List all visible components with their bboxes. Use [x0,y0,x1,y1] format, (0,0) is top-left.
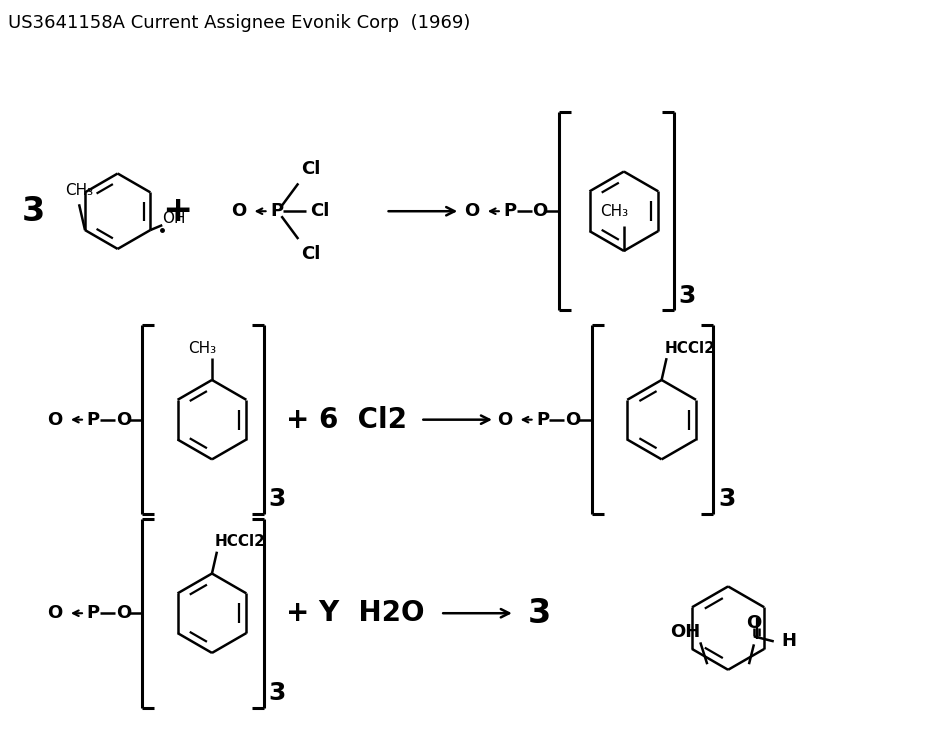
Text: US3641158A Current Assignee Evonik Corp  (1969): US3641158A Current Assignee Evonik Corp … [9,13,471,32]
Text: O: O [116,604,131,622]
Text: Cl: Cl [301,245,321,263]
Text: P: P [86,604,100,622]
Text: O: O [533,202,548,220]
Text: 3: 3 [527,597,551,630]
Text: H: H [782,632,797,650]
Text: CH₃: CH₃ [66,183,93,198]
Text: 3: 3 [22,195,45,228]
Text: 3: 3 [269,487,286,511]
Text: O: O [565,411,580,429]
Text: P: P [86,411,100,429]
Text: Cl: Cl [301,160,321,178]
Text: CH₃: CH₃ [599,204,628,219]
Text: + Y  H2O: + Y H2O [286,599,425,627]
Text: OH: OH [162,211,186,226]
Text: O: O [465,202,480,220]
Text: P: P [504,202,516,220]
Text: CH₃: CH₃ [188,340,216,356]
Text: HCCl2: HCCl2 [665,340,715,356]
Text: 3: 3 [678,284,695,308]
Text: O: O [231,202,246,220]
Text: HCCl2: HCCl2 [215,534,266,549]
Text: + 6  Cl2: + 6 Cl2 [286,406,408,433]
Text: P: P [536,411,549,429]
Text: OH: OH [671,623,700,641]
Text: Cl: Cl [311,202,330,220]
Text: O: O [497,411,512,429]
Text: 3: 3 [718,487,735,511]
Text: O: O [116,411,131,429]
Text: +: + [162,194,193,228]
Text: O: O [48,411,63,429]
Text: 3: 3 [269,681,286,705]
Text: P: P [270,202,283,220]
Text: O: O [747,614,762,632]
Text: O: O [48,604,63,622]
